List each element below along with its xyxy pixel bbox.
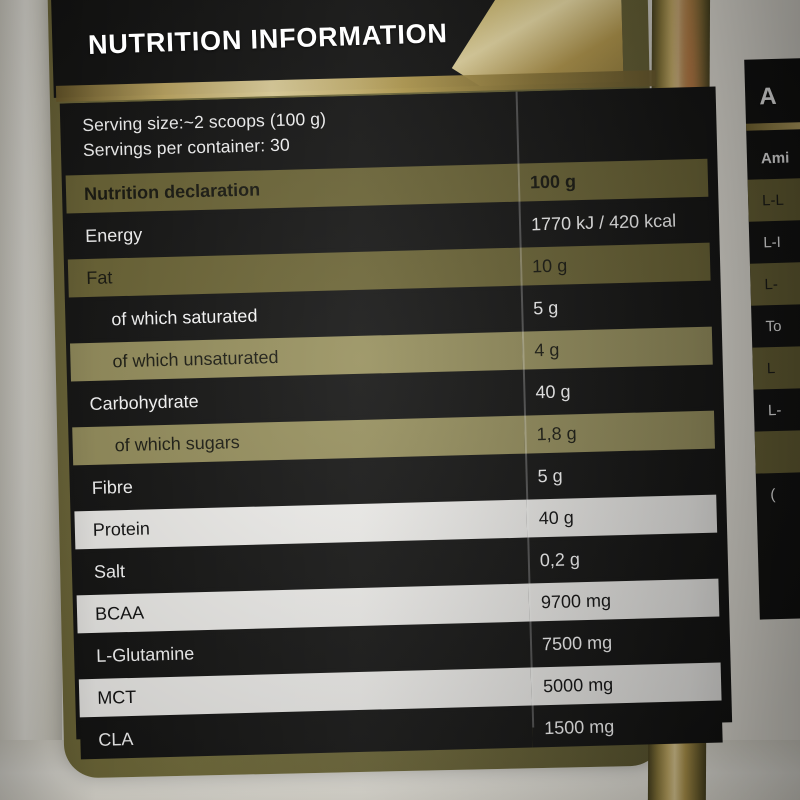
table-row-list: Nutrition declaration 100 g Energy 1770 kJ … xyxy=(65,158,723,762)
amino-profile-panel: A Ami L-L L-I L- To L L- ( xyxy=(744,56,800,620)
table-cell-value: 1770 kJ / 420 kcal xyxy=(518,200,710,244)
table-cell-value: 7500 mg xyxy=(529,620,721,664)
amino-row: L xyxy=(752,344,800,390)
amino-panel-rule xyxy=(745,120,800,131)
amino-row: ( xyxy=(770,485,776,503)
amino-row: L- xyxy=(749,260,800,306)
table-cell-value: 40 g xyxy=(522,368,714,412)
table-cell-value: 1,8 g xyxy=(524,410,715,454)
amino-row: Ami xyxy=(760,149,790,167)
table-cell-value: 100 g xyxy=(517,158,709,202)
amino-row-list: Ami L-L L-I L- To L L- ( xyxy=(746,134,800,515)
table-cell-value: 5 g xyxy=(525,452,717,496)
amino-row: L- xyxy=(767,401,782,419)
table-cell-value: 5000 mg xyxy=(530,662,722,706)
amino-row xyxy=(754,428,800,474)
table-cell-value: 10 g xyxy=(519,242,711,286)
table-cell-value: 1500 mg xyxy=(531,704,723,748)
table-cell-value: 4 g xyxy=(521,326,713,370)
amino-row: L-I xyxy=(763,233,782,251)
table-cell-value: 5 g xyxy=(520,284,712,328)
nutrition-table: Serving size:~2 scoops (100 g) Servings … xyxy=(59,86,733,760)
table-cell-value: 9700 mg xyxy=(528,578,720,622)
amino-panel-heading: A xyxy=(758,82,777,111)
table-cell-value: 0,2 g xyxy=(527,536,719,580)
amino-row: To xyxy=(765,317,782,335)
amino-row: L-L xyxy=(747,176,800,222)
table-cell-value: 40 g xyxy=(526,494,718,538)
